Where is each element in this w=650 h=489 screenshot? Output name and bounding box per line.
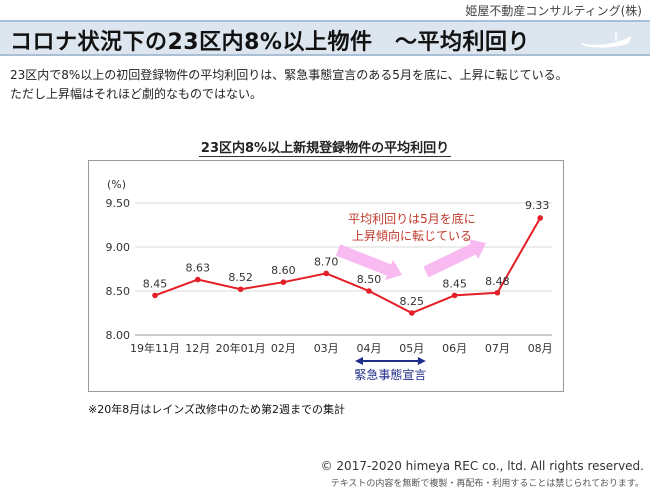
chart-frame — [88, 160, 564, 392]
x-tick-label: 07月 — [485, 342, 510, 355]
data-point — [409, 310, 415, 316]
x-tick-label: 08月 — [528, 342, 553, 355]
emergency-left-arrowhead-icon — [355, 357, 363, 365]
decline-arrow-icon — [335, 244, 402, 281]
annotation-line-1: 平均利回りは5月を底に — [348, 211, 476, 226]
x-tick-label: 02月 — [271, 342, 296, 355]
chart-title-text: 23区内8%以上新規登録物件の平均利回り — [198, 141, 452, 157]
x-tick-label: 20年01月 — [216, 341, 266, 355]
y-tick-label: 8.00 — [106, 329, 131, 342]
y-tick-label: 8.50 — [106, 285, 131, 298]
data-label: 8.45 — [442, 277, 467, 290]
x-tick-label: 05月 — [399, 342, 424, 355]
data-label: 8.63 — [186, 262, 211, 275]
x-tick-label: 06月 — [442, 342, 467, 355]
series-line — [154, 217, 542, 315]
emergency-right-arrowhead-icon — [417, 357, 426, 365]
boat-logo-icon — [580, 32, 632, 48]
data-point — [537, 215, 543, 221]
page-title: コロナ状況下の23区内8%以上物件 ～平均利回り — [10, 30, 530, 55]
data-label: 8.50 — [357, 273, 382, 286]
summary-line-1: 23区内で8%以上の初回登録物件の平均利回りは、緊急事態宣言のある5月を底に、上… — [10, 68, 568, 82]
data-point — [195, 276, 201, 283]
footer-notice: テキストの内容を無断で複製・再配布・利用することは禁じられております。 — [330, 479, 644, 489]
data-label: 8.60 — [271, 264, 296, 277]
annotation-line-2: 上昇傾向に転じている — [352, 228, 472, 243]
data-point — [494, 289, 501, 296]
data-point — [152, 292, 158, 299]
emergency-label: 緊急事態宣言 — [354, 367, 426, 382]
data-point — [237, 286, 244, 293]
data-label: 8.70 — [314, 255, 339, 268]
data-point — [280, 279, 287, 286]
data-label: 8.48 — [485, 275, 510, 288]
x-tick-label: 03月 — [314, 342, 339, 355]
data-point — [366, 288, 372, 294]
x-tick-label: 04月 — [357, 342, 382, 355]
data-point — [451, 292, 458, 299]
x-tick-label: 12月 — [185, 342, 210, 355]
y-tick-label: 9.50 — [106, 197, 131, 210]
company-name: 姫屋不動産コンサルティング(株) — [465, 4, 642, 18]
summary-text: 23区内で8%以上の初回登録物件の平均利回りは、緊急事態宣言のある5月を底に、上… — [10, 66, 568, 104]
chart-title: 23区内8%以上新規登録物件の平均利回り — [0, 137, 650, 157]
data-label: 8.52 — [228, 271, 253, 284]
y-axis-label: (%) — [107, 178, 126, 191]
summary-line-2: ただし上昇幅はそれほど劇的なものではない。 — [10, 87, 263, 101]
data-point — [323, 270, 330, 277]
y-tick-label: 9.00 — [106, 241, 131, 254]
data-label: 8.45 — [143, 277, 168, 290]
data-label: 9.33 — [525, 199, 550, 212]
footnote: ※20年8月はレインズ改修中のため第2週までの集計 — [88, 403, 345, 416]
rise-arrow-icon — [423, 239, 486, 278]
x-tick-label: 19年11月 — [130, 341, 180, 355]
copyright: © 2017-2020 himeya REC co., ltd. All rig… — [320, 459, 644, 473]
data-label: 8.25 — [400, 295, 425, 308]
title-bar: コロナ状況下の23区内8%以上物件 ～平均利回り — [0, 20, 650, 56]
